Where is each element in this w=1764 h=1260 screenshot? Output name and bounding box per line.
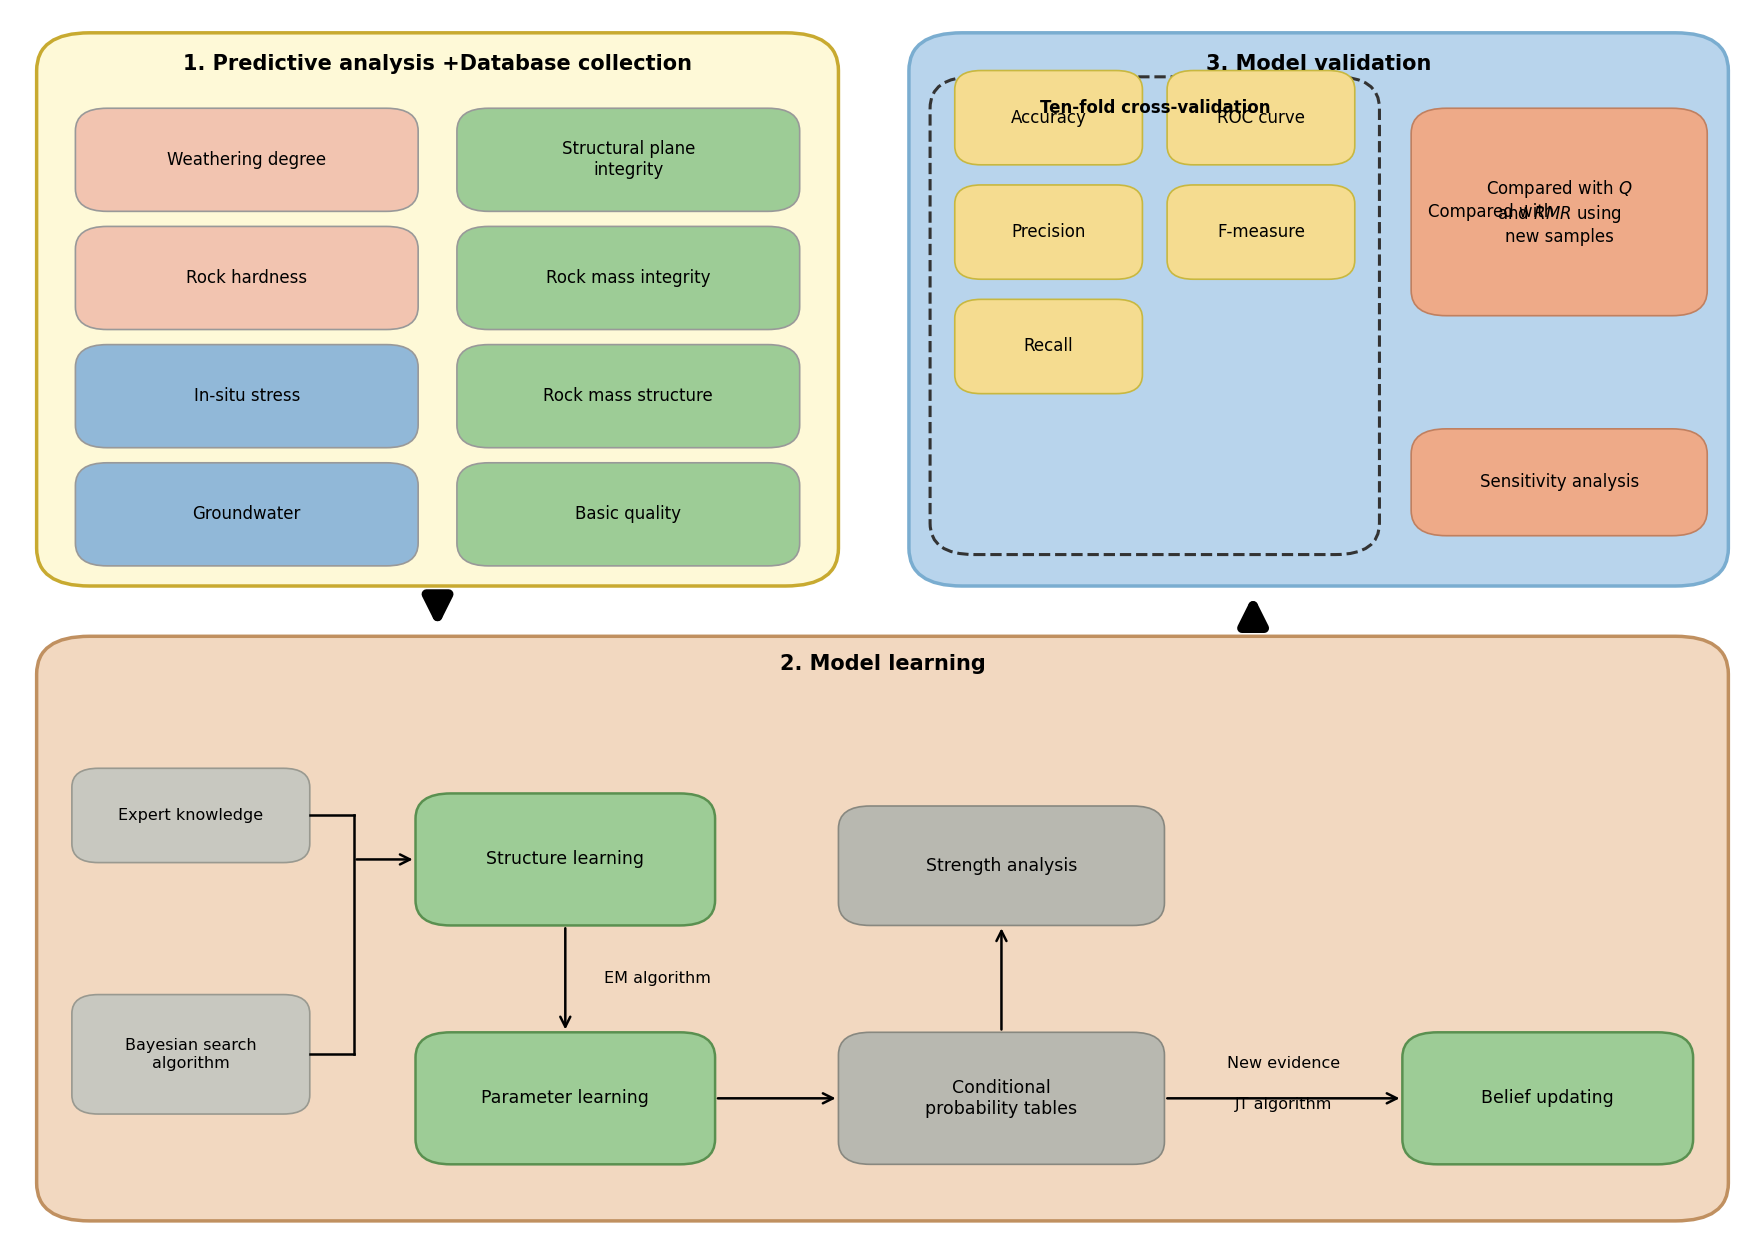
- FancyBboxPatch shape: [457, 227, 799, 330]
- FancyBboxPatch shape: [457, 345, 799, 447]
- FancyBboxPatch shape: [954, 185, 1141, 280]
- Text: Expert knowledge: Expert knowledge: [118, 808, 263, 823]
- FancyBboxPatch shape: [37, 33, 838, 586]
- FancyBboxPatch shape: [908, 33, 1727, 586]
- Text: Belief updating: Belief updating: [1480, 1090, 1614, 1108]
- Text: New evidence: New evidence: [1226, 1056, 1339, 1071]
- Text: 1. Predictive analysis +Database collection: 1. Predictive analysis +Database collect…: [183, 54, 691, 74]
- FancyBboxPatch shape: [954, 300, 1141, 393]
- Text: Compared with $Q$
and $RMR$ using
new samples: Compared with $Q$ and $RMR$ using new sa…: [1485, 178, 1632, 246]
- FancyBboxPatch shape: [37, 636, 1727, 1221]
- Text: Basic quality: Basic quality: [575, 505, 681, 523]
- FancyBboxPatch shape: [457, 462, 799, 566]
- Text: Structure learning: Structure learning: [487, 850, 644, 868]
- FancyBboxPatch shape: [76, 227, 418, 330]
- FancyBboxPatch shape: [1411, 428, 1706, 536]
- FancyBboxPatch shape: [838, 806, 1164, 925]
- Text: Accuracy: Accuracy: [1011, 108, 1087, 127]
- Text: 2. Model learning: 2. Model learning: [780, 654, 984, 674]
- Text: Conditional
probability tables: Conditional probability tables: [924, 1079, 1076, 1118]
- Text: Rock mass integrity: Rock mass integrity: [545, 268, 711, 287]
- Text: Strength analysis: Strength analysis: [926, 857, 1076, 874]
- Text: Sensitivity analysis: Sensitivity analysis: [1478, 474, 1639, 491]
- FancyBboxPatch shape: [838, 1032, 1164, 1164]
- Text: F-measure: F-measure: [1215, 223, 1304, 241]
- FancyBboxPatch shape: [1166, 71, 1355, 165]
- FancyBboxPatch shape: [1411, 108, 1706, 316]
- FancyBboxPatch shape: [457, 108, 799, 212]
- Text: Rock hardness: Rock hardness: [187, 268, 307, 287]
- FancyBboxPatch shape: [72, 994, 310, 1114]
- Text: Rock mass structure: Rock mass structure: [543, 387, 713, 406]
- Text: 3. Model validation: 3. Model validation: [1205, 54, 1431, 74]
- Text: EM algorithm: EM algorithm: [603, 971, 711, 987]
- Text: Recall: Recall: [1023, 338, 1073, 355]
- FancyBboxPatch shape: [1402, 1032, 1692, 1164]
- Text: Parameter learning: Parameter learning: [482, 1090, 649, 1108]
- Text: Compared with: Compared with: [1427, 203, 1558, 220]
- FancyBboxPatch shape: [415, 1032, 714, 1164]
- Text: Weathering degree: Weathering degree: [168, 151, 326, 169]
- FancyBboxPatch shape: [76, 108, 418, 212]
- FancyBboxPatch shape: [1166, 185, 1355, 280]
- Text: Ten-fold cross-validation: Ten-fold cross-validation: [1039, 100, 1270, 117]
- FancyBboxPatch shape: [72, 769, 310, 863]
- Text: JT algorithm: JT algorithm: [1235, 1097, 1332, 1113]
- FancyBboxPatch shape: [415, 794, 714, 925]
- Text: In-situ stress: In-situ stress: [194, 387, 300, 406]
- Text: Bayesian search
algorithm: Bayesian search algorithm: [125, 1038, 256, 1071]
- Text: Structural plane
integrity: Structural plane integrity: [561, 140, 695, 179]
- Text: Groundwater: Groundwater: [192, 505, 302, 523]
- FancyBboxPatch shape: [954, 71, 1141, 165]
- FancyBboxPatch shape: [76, 345, 418, 447]
- Text: Precision: Precision: [1011, 223, 1085, 241]
- FancyBboxPatch shape: [76, 462, 418, 566]
- Text: ROC curve: ROC curve: [1215, 108, 1304, 127]
